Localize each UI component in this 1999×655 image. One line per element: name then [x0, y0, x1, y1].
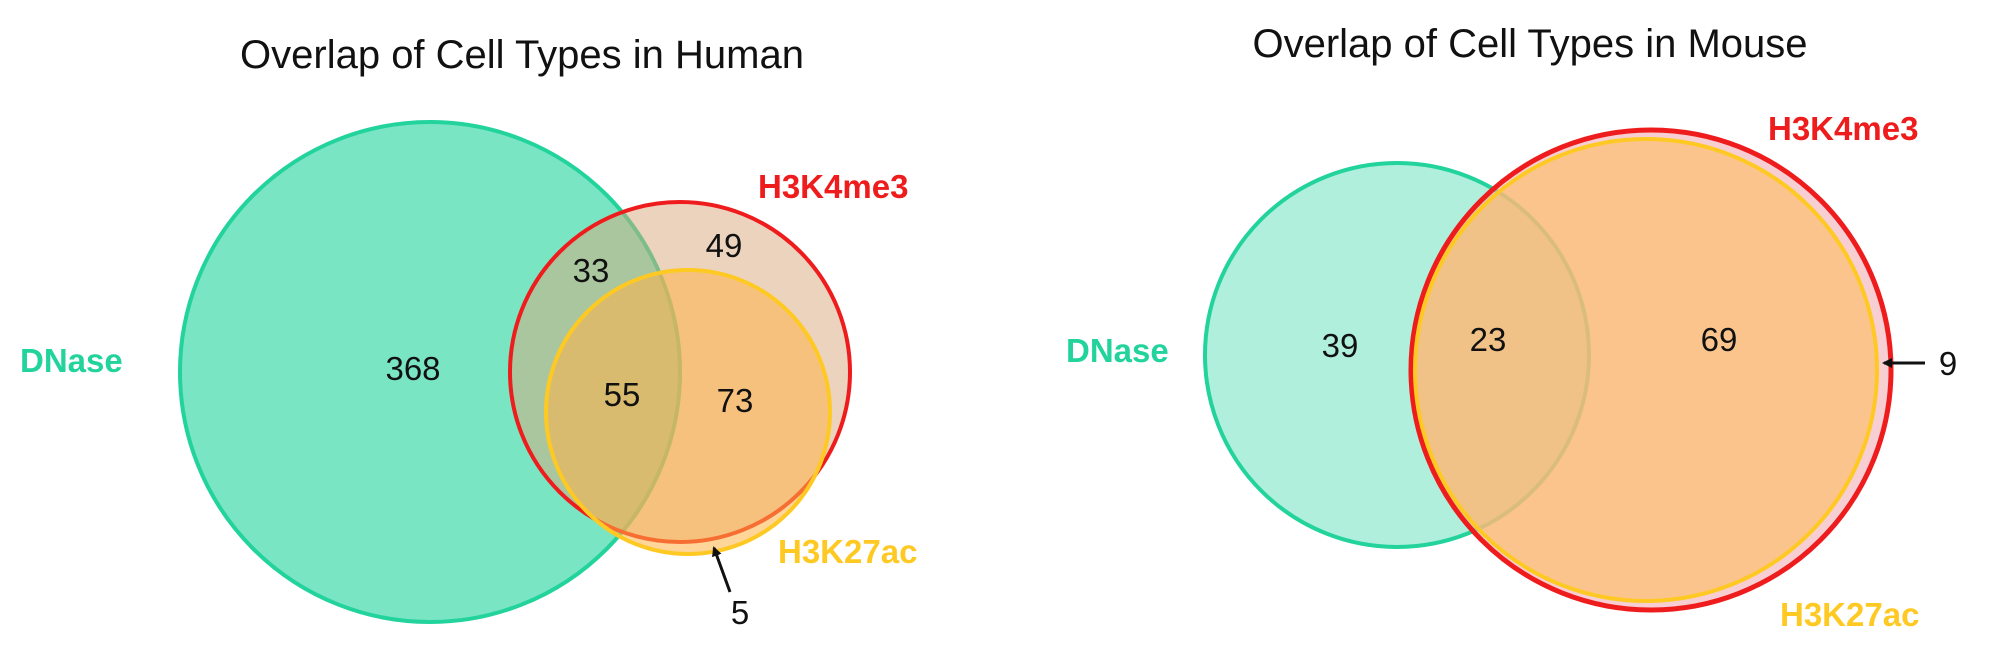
- human-title: Overlap of Cell Types in Human: [240, 33, 804, 77]
- mouse-region-h3k4me3-only: 9: [1939, 345, 1957, 382]
- mouse-region-dnase-h3k4me3-h3k27ac: 23: [1470, 321, 1507, 358]
- human-region-all-three: 55: [604, 376, 641, 413]
- human-label-dnase: DNase: [20, 342, 123, 379]
- human-region-dnase-only: 368: [385, 350, 440, 387]
- mouse-label-h3k4me3: H3K4me3: [1768, 110, 1918, 147]
- mouse-h3k27ac-circle: [1413, 137, 1879, 603]
- human-label-h3k4me3: H3K4me3: [758, 168, 908, 205]
- mouse-label-dnase: DNase: [1066, 332, 1169, 369]
- human-region-h3k4me3-only: 49: [706, 227, 743, 264]
- human-h3k27ac-only-arrow: [712, 546, 732, 593]
- mouse-region-dnase-only: 39: [1322, 327, 1359, 364]
- human-region-h3k4me3-h3k27ac: 73: [717, 382, 754, 419]
- human-h3k27ac-circle: [544, 268, 832, 556]
- human-label-h3k27ac: H3K27ac: [778, 533, 917, 570]
- human-venn: Overlap of Cell Types in Human 368 33 49…: [20, 33, 917, 631]
- human-region-h3k27ac-only: 5: [731, 594, 749, 631]
- mouse-region-h3k4me3-h3k27ac: 69: [1701, 321, 1738, 358]
- mouse-title: Overlap of Cell Types in Mouse: [1252, 22, 1807, 66]
- human-region-dnase-h3k4me3: 33: [573, 252, 610, 289]
- mouse-venn: Overlap of Cell Types in Mouse 39 23 69 …: [1066, 22, 1957, 633]
- mouse-label-h3k27ac: H3K27ac: [1780, 596, 1919, 633]
